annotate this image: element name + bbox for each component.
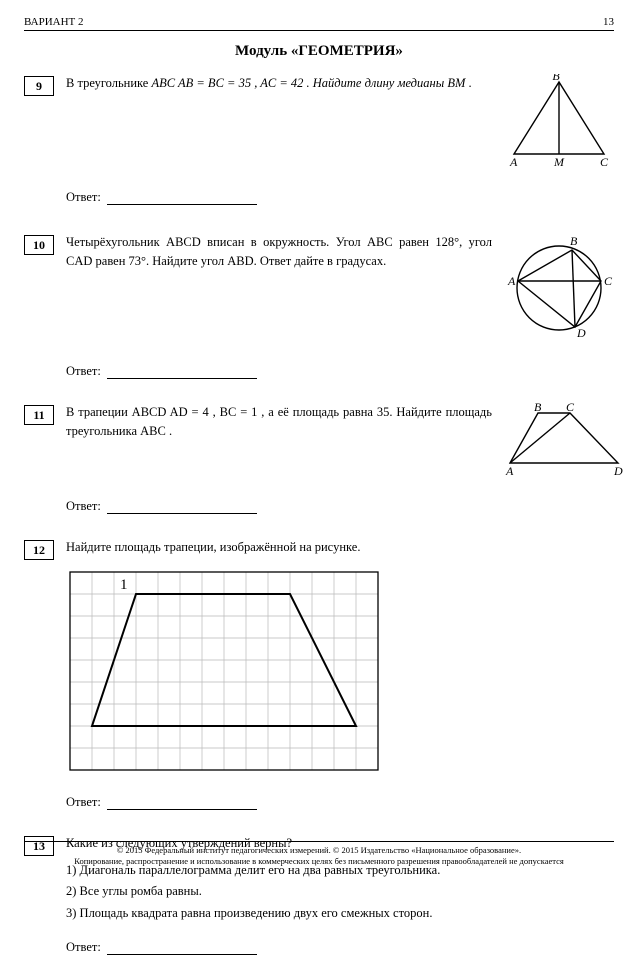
answer-blank[interactable] xyxy=(107,365,257,379)
svg-text:A: A xyxy=(505,464,514,478)
module-title: Модуль «ГЕОМЕТРИЯ» xyxy=(24,43,614,60)
triangle-figure: A M C B xyxy=(504,74,614,174)
answer-row: Ответ: xyxy=(66,499,614,514)
answer-blank[interactable] xyxy=(107,796,257,810)
page-number: 13 xyxy=(603,16,614,28)
svg-text:B: B xyxy=(534,403,542,414)
answer-label: Ответ: xyxy=(66,190,101,205)
problem-number: 11 xyxy=(24,405,54,425)
statement-2: 2) Все углы ромба равны. xyxy=(66,881,614,902)
problem-11: 11 В трапеции ABCD AD = 4 , BC = 1 , а е… xyxy=(24,403,614,514)
answer-blank[interactable] xyxy=(107,191,257,205)
answer-row: Ответ: xyxy=(66,190,614,205)
svg-text:1: 1 xyxy=(120,577,128,593)
problem-10: 10 Четырёхугольник ABCD вписан в окружно… xyxy=(24,233,614,379)
answer-blank[interactable] xyxy=(107,500,257,514)
answer-row: Ответ: xyxy=(66,940,614,955)
problem-text: Четырёхугольник ABCD вписан в окружность… xyxy=(66,233,496,272)
problem-text: В трапеции ABCD AD = 4 , BC = 1 , а её п… xyxy=(66,403,496,442)
variant-label: ВАРИАНТ 2 xyxy=(24,16,84,28)
statement-3: 3) Площадь квадрата равна произведению д… xyxy=(66,903,614,924)
svg-text:B: B xyxy=(570,234,578,248)
problem-number: 12 xyxy=(24,540,54,560)
footer: © 2015 Федеральный институт педагогическ… xyxy=(24,841,614,867)
answer-label: Ответ: xyxy=(66,940,101,955)
grid-trapezoid-figure: 1 xyxy=(66,568,614,783)
problem-text: Найдите площадь трапеции, изображённой н… xyxy=(66,538,614,557)
problem-9: 9 В треугольнике ABC AB = BC = 35 , AC =… xyxy=(24,74,614,205)
svg-text:A: A xyxy=(509,155,518,169)
footer-line2: Копирование, распространение и использов… xyxy=(24,856,614,867)
answer-label: Ответ: xyxy=(66,499,101,514)
problem-text: В треугольнике ABC AB = BC = 35 , AC = 4… xyxy=(66,74,496,93)
footer-line1: © 2015 Федеральный институт педагогическ… xyxy=(24,845,614,856)
svg-text:D: D xyxy=(613,464,623,478)
svg-text:A: A xyxy=(507,274,516,288)
answer-blank[interactable] xyxy=(107,941,257,955)
page-header: ВАРИАНТ 2 13 xyxy=(24,16,614,31)
problem-number: 10 xyxy=(24,235,54,255)
answer-row: Ответ: xyxy=(66,364,614,379)
answer-label: Ответ: xyxy=(66,795,101,810)
svg-text:C: C xyxy=(600,155,609,169)
svg-text:C: C xyxy=(566,403,575,414)
circle-figure: A B C D xyxy=(504,233,614,348)
svg-text:D: D xyxy=(576,326,586,340)
answer-label: Ответ: xyxy=(66,364,101,379)
svg-text:B: B xyxy=(552,74,560,83)
svg-text:M: M xyxy=(553,155,565,169)
svg-text:C: C xyxy=(604,274,613,288)
statements: 1) Диагональ параллелограмма делит его н… xyxy=(66,860,614,924)
trapezoid-figure: A B C D xyxy=(504,403,614,483)
problem-number: 9 xyxy=(24,76,54,96)
answer-row: Ответ: xyxy=(66,795,614,810)
problem-12: 12 Найдите площадь трапеции, изображённо… xyxy=(24,538,614,810)
